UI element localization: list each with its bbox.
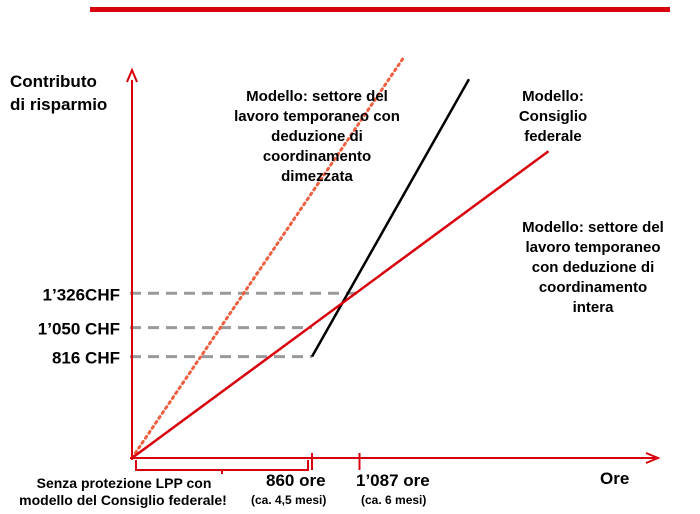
reference-lines <box>130 291 363 359</box>
x-label-1087-ore: 1’087 ore <box>356 471 430 490</box>
x-sublabel-860-ore: (ca. 4,5 mesi) <box>251 493 326 507</box>
annotation-full-line-1: Modello: settore del <box>522 219 664 236</box>
bracket-note-line-1: Senza protezione LPP con <box>37 475 212 491</box>
annotation-halved-line-5: dimezzata <box>281 168 353 185</box>
series-line-full <box>131 150 550 460</box>
annotation-halved-line-2: lavoro temporaneo con <box>234 108 400 125</box>
top-rule <box>90 7 670 12</box>
bracket-note-line-2: modello del Consiglio federale! <box>19 492 227 508</box>
series-line-halved <box>130 55 406 460</box>
labels: 1’326CHF 1’050 CHF 816 CHF 860 ore (ca. 4,5 … <box>19 88 664 508</box>
y-axis-label-line-1: Contributo <box>10 72 97 91</box>
annotation-federal-line-1: Modello: <box>522 88 584 105</box>
x-axis-label: Ore <box>600 469 629 488</box>
y-axis-label-line-2: di risparmio <box>10 95 107 114</box>
axes <box>126 67 661 474</box>
annotation-federal-line-3: federale <box>524 128 582 145</box>
y-reference-label-816: 816 CHF <box>52 349 120 368</box>
annotation-full-line-2: lavoro temporaneo <box>525 239 660 256</box>
x-axis-arrow <box>645 452 661 464</box>
series-lines <box>130 55 550 460</box>
y-reference-label-1326: 1’326CHF <box>43 285 120 304</box>
x-sublabel-1087-ore: (ca. 6 mesi) <box>361 493 426 507</box>
y-reference-label-1050: 1’050 CHF <box>38 320 120 339</box>
annotation-halved-line-1: Modello: settore del <box>246 88 388 105</box>
annotation-halved-line-4: coordinamento <box>263 148 371 165</box>
annotation-halved-line-3: deduzione di <box>271 128 363 145</box>
bracket-no-lpp <box>135 460 309 471</box>
annotation-full-line-3: con deduzione di <box>532 259 655 276</box>
series-line-federal <box>310 78 471 358</box>
annotation-federal-line-2: Consiglio <box>519 108 587 125</box>
annotation-full-line-5: intera <box>573 299 615 316</box>
x-label-860-ore: 860 ore <box>266 471 326 490</box>
y-axis-arrow <box>126 67 138 83</box>
annotation-full-line-4: coordinamento <box>539 279 647 296</box>
